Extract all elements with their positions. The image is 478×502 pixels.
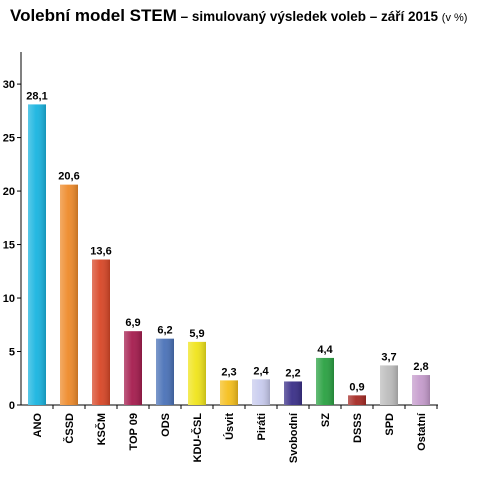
bar-shading — [60, 184, 78, 405]
bar-shading — [188, 341, 206, 405]
y-tick-label: 30 — [3, 79, 15, 91]
x-tick-label: Piráti — [256, 413, 268, 441]
y-axis-ticks: 0 5 10 15 20 25 30 — [3, 79, 21, 412]
x-tick-label: Úsvit — [223, 413, 236, 440]
x-tick-label: DSSS — [352, 413, 364, 443]
bar-value-label: 28,1 — [26, 90, 47, 102]
x-tick-label: SZ — [320, 413, 332, 427]
x-tick-label: ODS — [160, 413, 172, 437]
bar-shading — [316, 357, 334, 405]
bar-value-label: 4,4 — [317, 344, 333, 356]
bar-shading — [28, 104, 46, 405]
x-tick-label: ČSSD — [63, 413, 76, 444]
bar-shading — [92, 259, 110, 405]
bar-value-label: 2,8 — [413, 361, 428, 373]
bar-value-label: 20,6 — [58, 171, 79, 183]
bar-value-label: 6,2 — [157, 325, 172, 337]
x-tick-label: ANO — [32, 413, 44, 438]
x-tick-label: Ostatní — [416, 412, 428, 451]
bar-shading — [380, 365, 398, 405]
bar-shading — [156, 338, 174, 405]
x-tick-label: SPD — [384, 413, 396, 436]
bar-shading — [220, 380, 238, 405]
y-tick-label: 20 — [3, 186, 15, 198]
bar-value-label: 6,9 — [125, 317, 140, 329]
bar-shading — [124, 331, 142, 405]
y-tick-label: 0 — [9, 400, 15, 412]
chart-title: Volební model STEM – simulovaný výsledek… — [10, 6, 467, 26]
bar-shading — [348, 395, 366, 405]
y-tick-label: 10 — [3, 293, 15, 305]
x-tick-label: KDU-ČSL — [191, 413, 204, 463]
bar-shading — [252, 379, 270, 405]
x-tick-label: KSČM — [95, 413, 108, 445]
y-tick-label: 5 — [9, 347, 15, 359]
chart-title-unit: (v %) — [441, 12, 468, 24]
bars: 28,1 20,6 13,6 6,9 6,2 5,9 2,3 2,4 2,2 4,4 0,9 3,7 2… — [26, 90, 430, 405]
bar-value-label: 2,4 — [253, 365, 269, 377]
bar-value-label: 3,7 — [381, 351, 396, 363]
bar-value-label: 2,3 — [221, 366, 236, 378]
bar-shading — [284, 381, 302, 405]
x-tick-label: Svobodní — [288, 412, 300, 463]
bar-value-label: 13,6 — [90, 246, 111, 258]
x-tick-label: TOP 09 — [128, 413, 140, 451]
chart-title-main: Volební model STEM — [10, 6, 177, 25]
bar-shading — [412, 375, 430, 405]
bar-value-label: 5,9 — [189, 328, 204, 340]
bar-value-label: 2,2 — [285, 367, 300, 379]
bar-value-label: 0,9 — [349, 381, 364, 393]
y-tick-label: 15 — [3, 240, 15, 252]
y-tick-label: 25 — [3, 133, 15, 145]
chart-title-sub: – simulovaný výsledek voleb – září 2015 — [176, 9, 442, 24]
x-axis-labels: ANO ČSSD KSČM TOP 09 ODS KDU-ČSL Úsvit Piráti Sv… — [32, 405, 438, 463]
